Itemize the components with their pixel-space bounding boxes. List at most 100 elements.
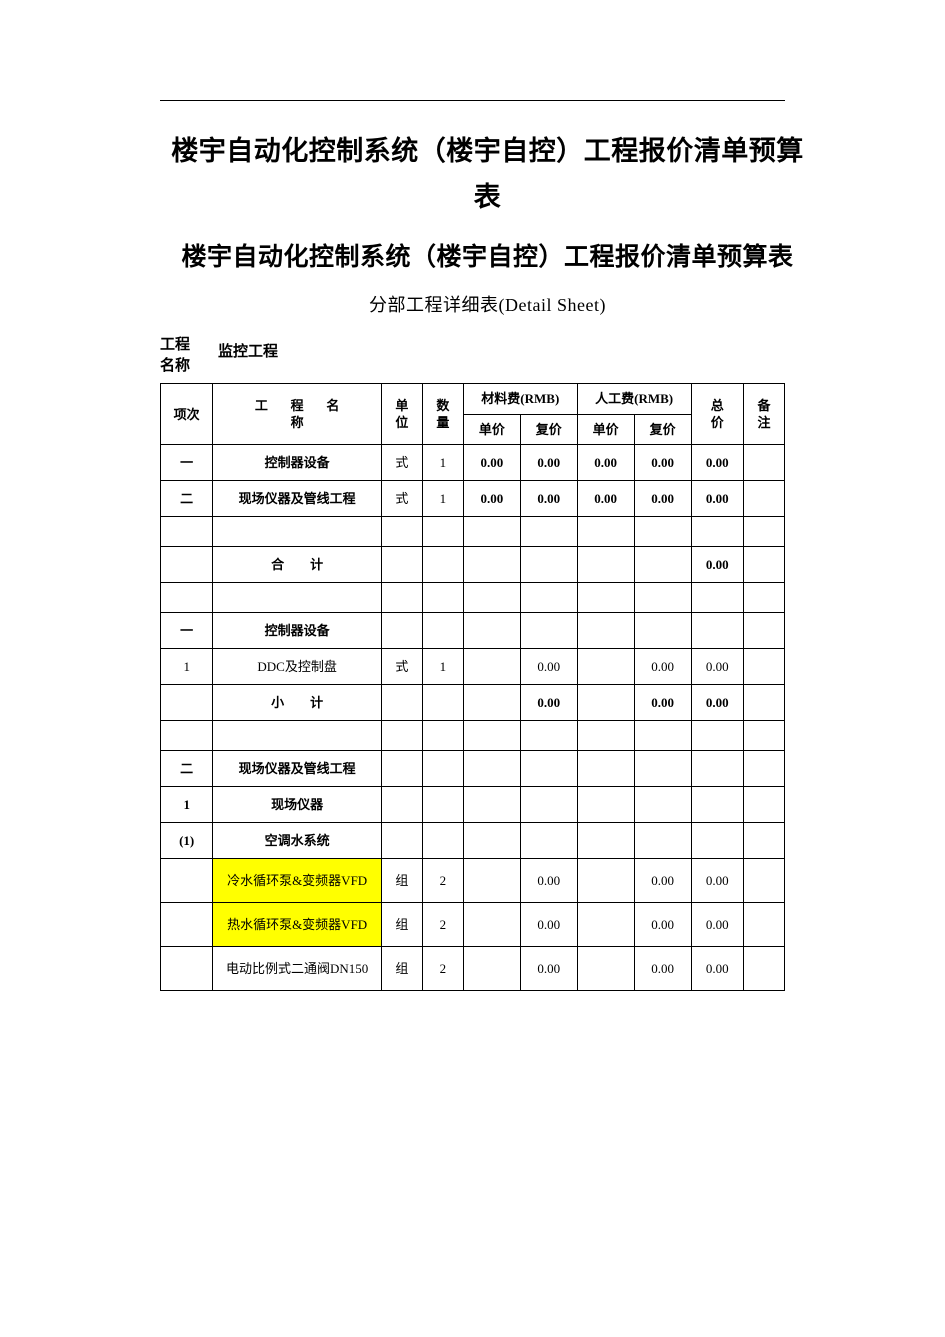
table-row: 二现场仪器及管线工程 xyxy=(161,751,785,787)
th-material-group: 材料费(RMB) xyxy=(463,384,577,415)
cell-index xyxy=(161,547,213,583)
th-material-unit-price: 单价 xyxy=(463,414,520,445)
cell-material-comp-price: 0.00 xyxy=(520,649,577,685)
cell-material-comp-price xyxy=(520,823,577,859)
cell-total-price xyxy=(691,751,743,787)
empty-cell xyxy=(634,583,691,613)
cell-total-price xyxy=(691,613,743,649)
cell-labor-comp-price: 0.00 xyxy=(634,445,691,481)
empty-cell xyxy=(463,517,520,547)
th-note: 备注 xyxy=(743,384,784,445)
cell-qty: 1 xyxy=(422,445,463,481)
project-value: 监控工程 xyxy=(210,335,278,363)
th-unit-l1: 单 xyxy=(395,398,408,413)
empty-cell xyxy=(520,721,577,751)
project-label: 工程 名称 xyxy=(160,335,210,377)
cell-name: 现场仪器及管线工程 xyxy=(213,481,382,517)
table-row: 热水循环泵&变频器VFD组20.000.000.00 xyxy=(161,903,785,947)
cell-total-price: 0.00 xyxy=(691,547,743,583)
project-label-line1: 工程 xyxy=(160,337,190,353)
th-labor-unit-price: 单价 xyxy=(577,414,634,445)
cell-qty: 1 xyxy=(422,649,463,685)
cell-name: 合 计 xyxy=(213,547,382,583)
empty-cell xyxy=(381,583,422,613)
cell-name: 电动比例式二通阀DN150 xyxy=(213,947,382,991)
table-row: 1DDC及控制盘式10.000.000.00 xyxy=(161,649,785,685)
cell-index: 二 xyxy=(161,751,213,787)
cell-total-price: 0.00 xyxy=(691,859,743,903)
cell-material-unit-price: 0.00 xyxy=(463,481,520,517)
cell-labor-comp-price: 0.00 xyxy=(634,481,691,517)
cell-labor-unit-price xyxy=(577,859,634,903)
th-total-l1: 总 xyxy=(711,398,724,413)
cell-note xyxy=(743,685,784,721)
cell-labor-unit-price: 0.00 xyxy=(577,481,634,517)
cell-note xyxy=(743,787,784,823)
table-row xyxy=(161,583,785,613)
cell-unit: 式 xyxy=(381,445,422,481)
table-row xyxy=(161,517,785,547)
cell-total-price: 0.00 xyxy=(691,685,743,721)
cell-labor-comp-price: 0.00 xyxy=(634,685,691,721)
cell-labor-unit-price xyxy=(577,823,634,859)
empty-cell xyxy=(463,583,520,613)
cell-unit xyxy=(381,613,422,649)
cell-labor-unit-price xyxy=(577,613,634,649)
cell-labor-comp-price: 0.00 xyxy=(634,947,691,991)
th-total-l2: 价 xyxy=(711,415,724,430)
main-title: 楼宇自动化控制系统（楼宇自控）工程报价清单预算表 xyxy=(160,129,815,221)
cell-labor-comp-price: 0.00 xyxy=(634,649,691,685)
empty-cell xyxy=(520,583,577,613)
empty-cell xyxy=(213,517,382,547)
cell-total-price xyxy=(691,787,743,823)
cell-qty xyxy=(422,751,463,787)
th-total: 总价 xyxy=(691,384,743,445)
cell-labor-comp-price: 0.00 xyxy=(634,903,691,947)
cell-material-comp-price xyxy=(520,613,577,649)
th-qty-l1: 数 xyxy=(436,398,449,413)
table-row: 一控制器设备式10.000.000.000.000.00 xyxy=(161,445,785,481)
cell-note xyxy=(743,445,784,481)
cell-index: 1 xyxy=(161,787,213,823)
th-qty: 数量 xyxy=(422,384,463,445)
cell-qty xyxy=(422,823,463,859)
cell-total-price: 0.00 xyxy=(691,445,743,481)
th-note-l2: 注 xyxy=(757,415,770,430)
empty-cell xyxy=(213,721,382,751)
table-row: 电动比例式二通阀DN150组20.000.000.00 xyxy=(161,947,785,991)
cell-material-comp-price xyxy=(520,547,577,583)
th-labor-group: 人工费(RMB) xyxy=(577,384,691,415)
empty-cell xyxy=(422,583,463,613)
cell-unit xyxy=(381,787,422,823)
cell-index: (1) xyxy=(161,823,213,859)
cell-unit: 组 xyxy=(381,903,422,947)
cell-material-unit-price xyxy=(463,649,520,685)
empty-cell xyxy=(691,517,743,547)
cell-labor-unit-price: 0.00 xyxy=(577,445,634,481)
cell-name: 热水循环泵&变频器VFD xyxy=(213,903,382,947)
cell-total-price xyxy=(691,823,743,859)
cell-material-comp-price: 0.00 xyxy=(520,445,577,481)
cell-material-comp-price xyxy=(520,787,577,823)
cell-labor-comp-price xyxy=(634,787,691,823)
budget-table: 项次 工 程 名称 单位 数量 材料费(RMB) 人工费(RMB) 总价 备注 xyxy=(160,383,785,991)
cell-name: 控制器设备 xyxy=(213,613,382,649)
cell-unit xyxy=(381,547,422,583)
cell-labor-comp-price xyxy=(634,547,691,583)
cell-material-unit-price xyxy=(463,547,520,583)
cell-labor-comp-price xyxy=(634,823,691,859)
cell-name: 现场仪器 xyxy=(213,787,382,823)
cell-qty xyxy=(422,685,463,721)
cell-labor-unit-price xyxy=(577,649,634,685)
cell-material-unit-price xyxy=(463,613,520,649)
empty-cell xyxy=(381,517,422,547)
th-name-p1: 工 xyxy=(255,398,268,413)
empty-cell xyxy=(161,583,213,613)
cell-note xyxy=(743,547,784,583)
th-name: 工 程 名称 xyxy=(213,384,382,445)
cell-note xyxy=(743,649,784,685)
table-header: 项次 工 程 名称 单位 数量 材料费(RMB) 人工费(RMB) 总价 备注 xyxy=(161,384,785,445)
empty-cell xyxy=(422,517,463,547)
cell-qty xyxy=(422,787,463,823)
cell-note xyxy=(743,751,784,787)
